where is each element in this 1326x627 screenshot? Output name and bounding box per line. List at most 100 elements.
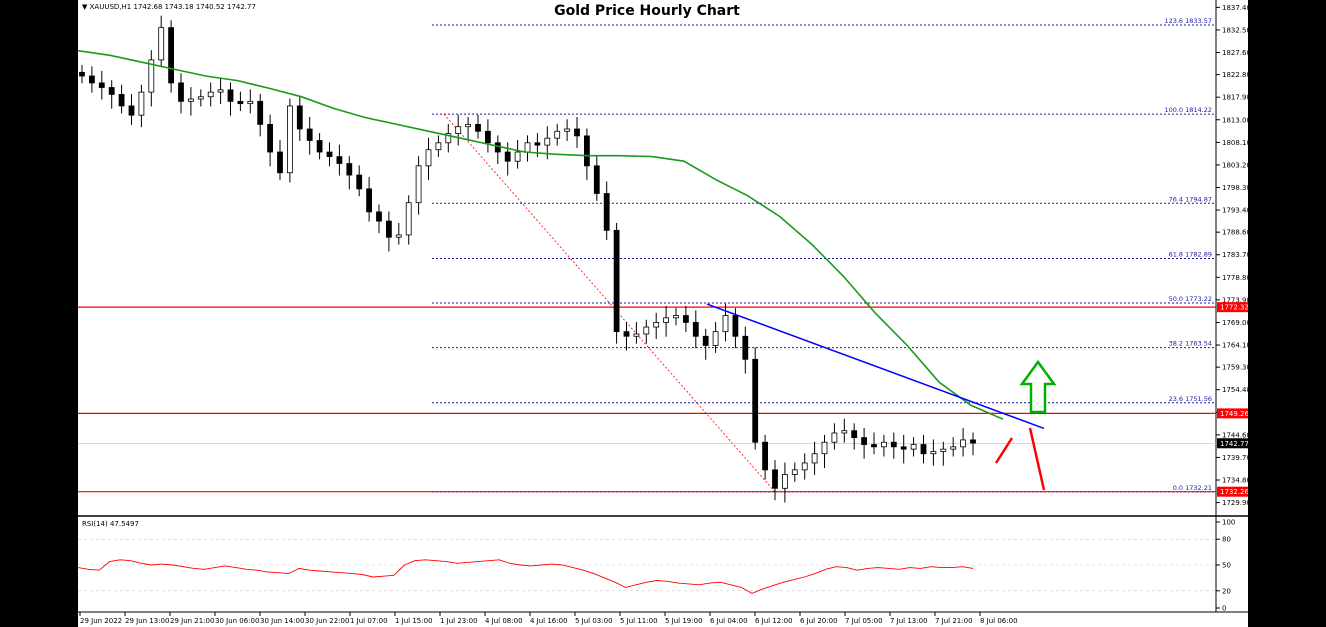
price-label-text: 1732.26 bbox=[1220, 488, 1248, 496]
price-label-box bbox=[1217, 486, 1248, 497]
candle-body bbox=[455, 126, 462, 134]
candle-body bbox=[772, 469, 778, 489]
price-label-text: 1742.77 bbox=[1220, 440, 1248, 448]
candle-body bbox=[514, 151, 521, 162]
fib-level-label: 50.0 1773.22 bbox=[1169, 295, 1212, 303]
price-tick-label: 1827.60 bbox=[1222, 49, 1248, 57]
symbol-name: XAUUSD,H1 bbox=[89, 3, 132, 11]
candle-body bbox=[722, 315, 729, 333]
candle-body bbox=[930, 451, 937, 455]
rsi-label: RSI(14) 47.5497 bbox=[82, 520, 139, 528]
rsi-tick-label: 80 bbox=[1222, 536, 1231, 544]
price-tick-label: 1729.90 bbox=[1222, 499, 1248, 507]
candle-body bbox=[752, 358, 759, 443]
candle-body bbox=[890, 441, 897, 448]
ohlc-values: 1742.68 1743.18 1740.52 1742.77 bbox=[133, 3, 256, 11]
time-tick-label: 7 Jul 21:00 bbox=[935, 617, 973, 625]
time-tick-label: 5 Jul 03:00 bbox=[575, 617, 613, 625]
candle-body bbox=[583, 135, 590, 167]
rsi-tick-label: 50 bbox=[1222, 562, 1231, 570]
candle-body bbox=[326, 151, 333, 158]
candle-body bbox=[445, 133, 452, 144]
price-tick-label: 1822.80 bbox=[1222, 71, 1248, 79]
candle-body bbox=[623, 331, 630, 337]
price-tick-label: 1832.50 bbox=[1222, 26, 1248, 34]
candle-body bbox=[168, 27, 174, 84]
red-marker-up bbox=[994, 437, 1014, 464]
price-label-box bbox=[1217, 438, 1248, 449]
price-tick-label: 1769.00 bbox=[1222, 319, 1248, 327]
candle-body bbox=[395, 234, 402, 238]
fib-level-label: 100.0 1814.22 bbox=[1164, 106, 1212, 114]
price-tick-label: 1773.90 bbox=[1222, 296, 1248, 304]
time-tick-label: 4 Jul 08:00 bbox=[485, 617, 523, 625]
candle-body bbox=[257, 100, 264, 125]
fib-level-label: 0.0 1732.21 bbox=[1173, 484, 1212, 492]
rsi-tick-label: 20 bbox=[1222, 587, 1231, 595]
candle-body bbox=[831, 432, 838, 443]
candle-body bbox=[940, 448, 947, 452]
candle-body bbox=[465, 123, 472, 128]
candle-body bbox=[494, 142, 501, 153]
price-tick-label: 1808.10 bbox=[1222, 139, 1248, 147]
candle-body bbox=[366, 188, 373, 213]
candle-body bbox=[296, 105, 303, 130]
fib-level-label: 23.6 1751.56 bbox=[1169, 395, 1212, 403]
fib-level-label: 38.2 1763.54 bbox=[1169, 340, 1212, 348]
time-tick-label: 1 Jul 23:00 bbox=[440, 617, 478, 625]
candle-body bbox=[633, 333, 640, 337]
time-tick-label: 1 Jul 15:00 bbox=[395, 617, 433, 625]
candle-body bbox=[316, 140, 323, 153]
time-tick-label: 1 Jul 07:00 bbox=[350, 617, 388, 625]
candle-body bbox=[108, 87, 115, 95]
candle-body bbox=[692, 322, 699, 337]
candle-body bbox=[534, 142, 541, 146]
candle-body bbox=[188, 98, 194, 102]
candle-body bbox=[247, 100, 254, 105]
candle-body bbox=[811, 453, 818, 464]
candle-body bbox=[207, 91, 214, 98]
candle-body bbox=[128, 105, 135, 116]
candle-body bbox=[910, 444, 917, 450]
candle-body bbox=[851, 430, 858, 439]
price-tick-label: 1788.60 bbox=[1222, 229, 1248, 237]
fib-level-label: 76.4 1794.87 bbox=[1169, 195, 1212, 203]
candle-body bbox=[544, 137, 551, 146]
time-tick-label: 6 Jul 04:00 bbox=[710, 617, 748, 625]
time-tick-label: 5 Jul 11:00 bbox=[620, 617, 658, 625]
candle-body bbox=[524, 142, 531, 153]
candle-body bbox=[900, 446, 907, 450]
candle-body bbox=[950, 446, 957, 450]
time-tick-label: 5 Jul 19:00 bbox=[665, 617, 703, 625]
candle-body bbox=[405, 202, 412, 236]
candle-body bbox=[277, 151, 283, 174]
rsi-tick-label: 0 bbox=[1222, 605, 1226, 613]
time-tick-label: 30 Jun 22:00 bbox=[305, 617, 349, 625]
candle-body bbox=[643, 326, 650, 335]
candle-body bbox=[346, 163, 353, 176]
candle-body bbox=[564, 128, 571, 132]
candle-body bbox=[920, 444, 927, 455]
price-label-text: 1772.32 bbox=[1220, 304, 1248, 312]
symbol-dropdown-icon[interactable]: ▼ bbox=[82, 3, 88, 11]
price-tick-label: 1739.70 bbox=[1222, 454, 1248, 462]
candle-body bbox=[970, 439, 976, 444]
red-marker-down bbox=[1028, 427, 1046, 491]
candle-body bbox=[762, 441, 768, 471]
candle-body bbox=[306, 128, 313, 141]
fib-level-label: 61.8 1782.89 bbox=[1169, 250, 1212, 258]
candle-body bbox=[158, 27, 165, 61]
candlestick-chart[interactable]: 1837.40 1832.50 1827.60 1822.80 1817.90 1813.… bbox=[78, 0, 1248, 627]
candle-body bbox=[376, 211, 382, 222]
chart-frame: 1837.40 1832.50 1827.60 1822.80 1817.90 1813.… bbox=[78, 0, 1248, 627]
candle-body bbox=[217, 89, 224, 93]
candle-body bbox=[712, 331, 719, 346]
time-tick-label: 7 Jul 05:00 bbox=[845, 617, 883, 625]
candle-body bbox=[663, 317, 669, 323]
fib-level-label: 123.6 1833.57 bbox=[1164, 17, 1212, 25]
symbol-header: ▼ XAUUSD,H1 1742.68 1743.18 1740.52 1742… bbox=[82, 3, 256, 11]
candle-body bbox=[415, 165, 422, 204]
candle-body bbox=[841, 430, 848, 434]
price-tick-label: 1817.90 bbox=[1222, 94, 1248, 102]
candle-body bbox=[504, 151, 511, 162]
